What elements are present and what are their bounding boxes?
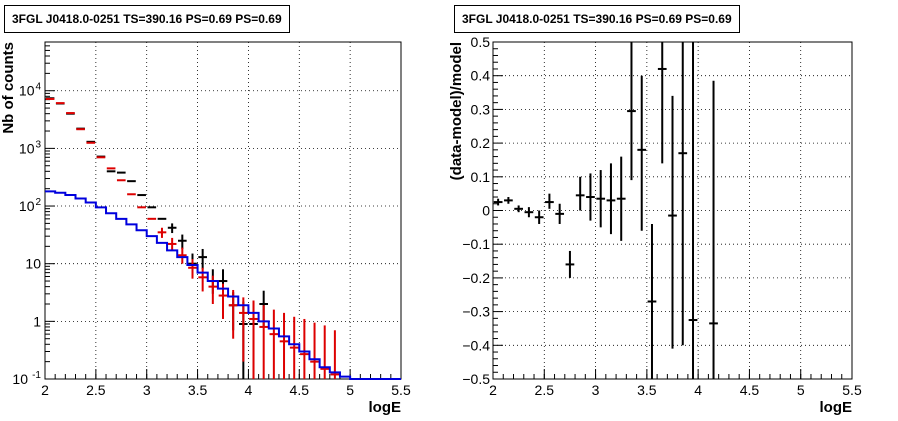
data-point (188, 259, 197, 279)
y-tick-label: 0.2 (471, 135, 491, 151)
y-tick-label: 10 (19, 83, 35, 99)
x-tick-label: 2.5 (535, 382, 555, 398)
x-tick-label: 3.5 (188, 382, 208, 398)
y-tick-label: −0.2 (462, 270, 490, 286)
data-point (310, 322, 319, 379)
y-tick-label: 0 (482, 203, 490, 219)
x-tick-label: 2 (489, 382, 497, 398)
data-point (575, 176, 585, 211)
left-plot-title: 3FGL J0418.0-0251 TS=390.16 PS=0.69 PS=0… (4, 5, 290, 33)
y-tick-label: 10 (25, 256, 41, 272)
x-tick-label: 4 (694, 382, 702, 398)
data-point (279, 312, 289, 379)
data-point (709, 80, 718, 379)
data-point (688, 42, 698, 379)
y-tick-label: 10 (19, 198, 35, 214)
data-point (157, 227, 167, 238)
x-tick-label: 4 (245, 382, 253, 398)
x-tick-label: 4.5 (740, 382, 760, 398)
y-axis-label: (data-model)/model (448, 42, 465, 180)
x-axis-label: logE (820, 399, 853, 416)
data-point (269, 309, 279, 379)
data-point (534, 210, 544, 224)
x-tick-label: 5 (346, 382, 354, 398)
x-axis-label: logE (369, 399, 402, 416)
data-point (647, 223, 657, 379)
data-point (300, 318, 309, 379)
data-point (627, 42, 636, 181)
data-point (239, 297, 248, 362)
data-point (228, 289, 238, 339)
y-tick-label: 10 (19, 140, 35, 156)
data-point (198, 248, 207, 270)
x-tick-label: 3 (143, 382, 151, 398)
model-step-line (45, 190, 401, 380)
y-tick-label: −0.5 (462, 371, 490, 387)
data-point (289, 316, 299, 379)
plot-frame (44, 41, 402, 380)
data-point (259, 305, 269, 379)
y-tick-label: 0.3 (471, 101, 491, 117)
data-point (177, 247, 187, 264)
x-tick-label: 5.5 (391, 382, 411, 398)
y-tick-exponent: 3 (35, 139, 41, 150)
data-point (167, 223, 177, 234)
data-point (514, 205, 524, 213)
y-tick-label: 0.5 (471, 34, 491, 50)
y-tick-exponent: 2 (35, 197, 41, 208)
y-tick-label: 10 (12, 371, 28, 387)
y-axis-label: Nb of counts (0, 42, 17, 134)
right-plot: 2 2.5 3 3.5 4 4.5 5 5.5 −0.5 −0.4 −0.3 −0.2 −0.1 0 0.1… (448, 34, 862, 416)
y-tick-exponent: 4 (35, 82, 41, 93)
y-tick-label: 0.4 (471, 68, 491, 84)
data-point (586, 173, 595, 221)
data-point (177, 234, 187, 249)
x-tick-label: 5 (797, 382, 805, 398)
x-tick-label: 5.5 (842, 382, 862, 398)
data-point (504, 197, 513, 204)
data-point (555, 203, 565, 224)
y-tick-label: −0.3 (462, 304, 490, 320)
y-tick-label: −0.4 (462, 337, 490, 353)
x-tick-label: 4.5 (290, 382, 310, 398)
data-point (493, 198, 503, 206)
data-point (167, 237, 177, 251)
x-tick-label: 3 (592, 382, 600, 398)
x-tick-label: 3.5 (637, 382, 657, 398)
x-tick-label: 2.5 (86, 382, 106, 398)
data-point (678, 42, 688, 346)
x-tick-label: 2 (41, 382, 49, 398)
data-point (606, 163, 616, 235)
y-tick-label: 1 (33, 313, 41, 329)
data-point (596, 170, 606, 228)
data-point (320, 325, 330, 379)
y-tick-exponent: -1 (32, 370, 41, 381)
data-point (668, 95, 677, 349)
data-point (524, 207, 534, 218)
data-point (657, 42, 667, 164)
data-point (545, 193, 554, 209)
y-tick-label: 0.1 (471, 169, 491, 185)
y-tick-label: −0.1 (462, 236, 490, 252)
data-point (637, 75, 647, 231)
data-point (565, 250, 575, 278)
data-point (330, 330, 340, 379)
right-plot-title: 3FGL J0418.0-0251 TS=390.16 PS=0.69 PS=0… (454, 5, 740, 33)
data-point (616, 156, 626, 241)
